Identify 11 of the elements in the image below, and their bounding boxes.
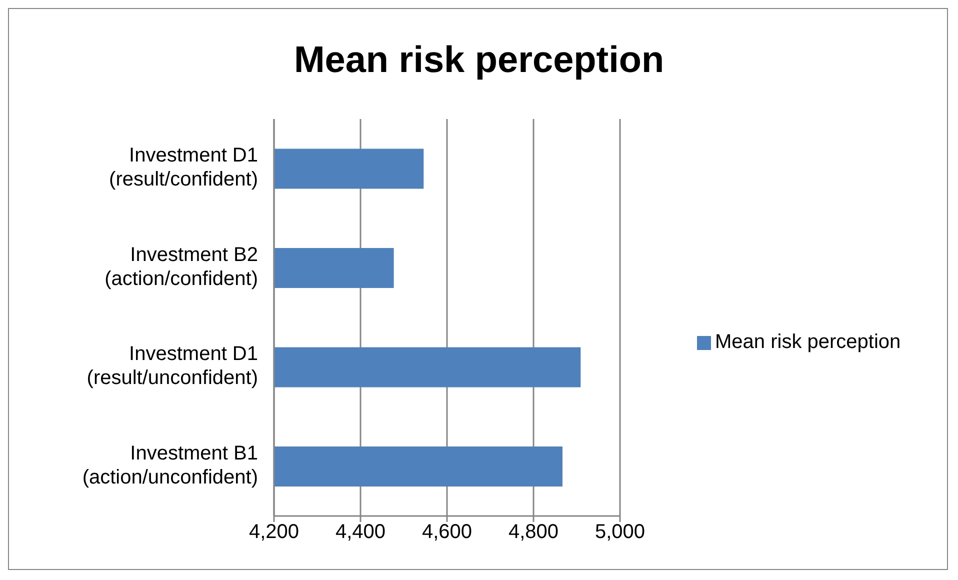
x-tick-label: 4,800 [508, 521, 559, 544]
x-tick-label: 4,600 [422, 521, 472, 544]
x-tick-label: 4,200 [248, 521, 300, 544]
y-tick-label: Investment D1 (result/confident) [109, 144, 258, 191]
x-tick-label: 5,000 [594, 521, 646, 544]
x-tick-label: 4,400 [335, 521, 386, 544]
y-tick-label: Investment B2 (action/confident) [104, 244, 258, 290]
legend-label: Mean risk perception [715, 331, 901, 354]
y-tick-label: Investment B1 (action/unconfident) [82, 442, 258, 489]
chart-title: Mean risk perception [292, 39, 666, 81]
y-tick-label: Investment D1 (result/unconfident) [86, 343, 258, 390]
